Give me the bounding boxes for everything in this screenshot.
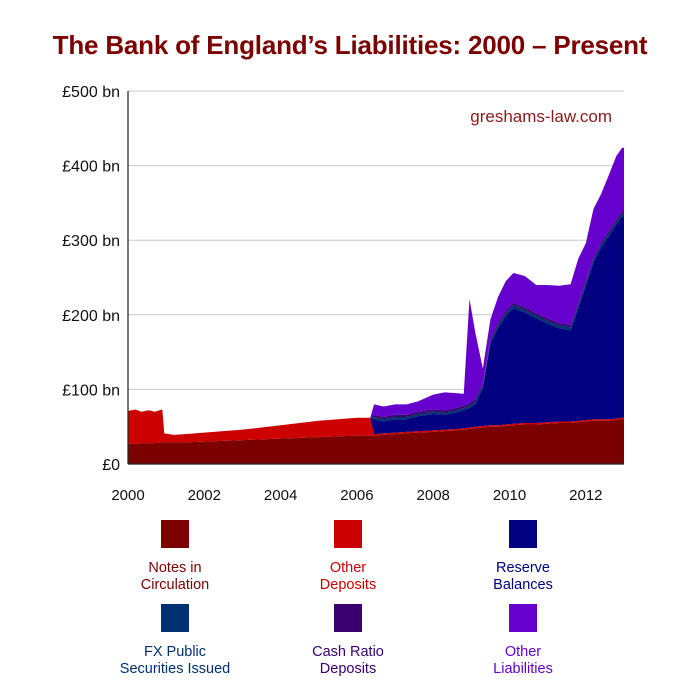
legend-label-other-deposits-line2: Deposits xyxy=(319,577,377,593)
legend-label-cash-ratio-line2: Deposits xyxy=(319,661,377,677)
y-tick-label: £400 bn xyxy=(62,159,120,176)
legend-label-notes-line1: Notes in xyxy=(148,560,202,576)
legend-label-fx-public-line1: FX Public xyxy=(143,644,207,660)
chart-title: The Bank of England’s Liabilities: 2000 … xyxy=(52,30,648,60)
area-other-liabilities xyxy=(128,147,624,435)
legend-item-other-liabilities: Other Liabilities xyxy=(443,604,603,678)
legend-label-other-liabilities-line1: Other xyxy=(504,644,542,660)
y-tick-label: £500 bn xyxy=(62,84,120,101)
legend-swatch-fx-public xyxy=(161,604,189,632)
area-notes-in-circulation xyxy=(128,419,624,464)
x-tick-label: 2002 xyxy=(188,487,221,504)
legend-swatch-other-deposits xyxy=(334,520,362,548)
legend-item-notes: Notes in Circulation xyxy=(95,520,255,594)
area-other-deposits xyxy=(128,409,624,444)
legend-label-fx-public-line2: Securities Issued xyxy=(119,661,231,677)
area-reserve-balances xyxy=(128,216,624,435)
legend-swatch-notes xyxy=(161,520,189,548)
legend-item-fx-public: FX Public Securities Issued xyxy=(95,604,255,678)
watermark-text: greshams-law.com xyxy=(470,107,612,126)
x-tick-label: 2006 xyxy=(340,487,373,504)
legend-swatch-reserve-balances xyxy=(509,520,537,548)
legend-label-other-deposits-line1: Other xyxy=(329,560,367,576)
legend-swatch-cash-ratio xyxy=(334,604,362,632)
y-tick-label: £200 bn xyxy=(62,308,120,325)
legend-label-notes-line2: Circulation xyxy=(140,577,210,593)
x-tick-label: 2000 xyxy=(111,487,144,504)
y-tick-label: £100 bn xyxy=(62,382,120,399)
legend-swatch-other-liabilities xyxy=(509,604,537,632)
x-tick-label: 2012 xyxy=(569,487,602,504)
x-tick-label: 2004 xyxy=(264,487,297,504)
x-tick-label: 2008 xyxy=(417,487,450,504)
legend-label-reserve-balances-line2: Balances xyxy=(493,577,553,593)
legend-item-other-deposits: Other Deposits xyxy=(268,520,428,594)
y-tick-label: £0 xyxy=(102,457,120,474)
legend-label-reserve-balances-line1: Reserve xyxy=(496,560,550,576)
legend-item-reserve-balances: Reserve Balances xyxy=(443,520,603,594)
legend-label-cash-ratio-line1: Cash Ratio xyxy=(312,644,384,660)
y-tick-label: £300 bn xyxy=(62,233,120,250)
legend-item-cash-ratio: Cash Ratio Deposits xyxy=(268,604,428,678)
legend-label-other-liabilities-line2: Liabilities xyxy=(493,661,553,677)
x-tick-label: 2010 xyxy=(493,487,526,504)
